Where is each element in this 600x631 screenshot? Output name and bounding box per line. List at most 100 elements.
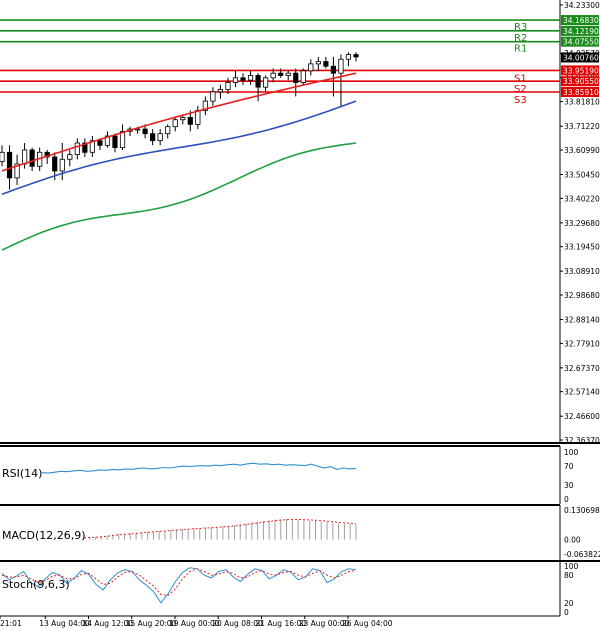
price-badge-label: 33.90550 (563, 77, 599, 86)
stoch-tick-label: 80 (564, 571, 574, 580)
macd-tick-label: -0.063822 (564, 550, 600, 559)
price-tick-label: 34.23300 (564, 1, 600, 10)
price-tick-label: 32.77910 (564, 339, 600, 348)
candle-body (14, 163, 20, 179)
x-tick-label: 20 Aug 08:00 (212, 619, 263, 628)
price-badge (561, 25, 599, 36)
candle-body (308, 63, 314, 72)
candle-body (300, 70, 306, 83)
level-label-r1: R1 (514, 44, 527, 55)
candle-body (187, 116, 193, 125)
candle-body (59, 158, 65, 172)
candle-body (217, 89, 224, 93)
candle-body (240, 77, 246, 81)
candle-body (338, 58, 344, 74)
x-tick-label: 26 Aug 04:00 (342, 619, 393, 628)
macd-panel: 0.130698 0.00 -0.063822 (0, 504, 600, 562)
price-tick-label: 33.29680 (564, 219, 600, 228)
price-badge-label: 34.12190 (563, 27, 599, 36)
price-badge (561, 36, 599, 47)
candle-body (315, 61, 321, 65)
candle-body (104, 135, 111, 146)
candle-body (232, 77, 239, 83)
candle-body (210, 91, 216, 102)
stoch-d-line (1, 568, 357, 596)
level-label-s3: S3 (514, 95, 527, 106)
candle-body (180, 116, 186, 121)
x-tick-label: 14 Aug 12:00 (83, 619, 134, 628)
candle-body (278, 72, 284, 76)
candle-body (263, 77, 269, 88)
x-tick-label: 13 Aug 04:00 (39, 619, 90, 628)
x-tick-label: 23 Aug 00:00 (299, 619, 350, 628)
stoch-k-line (1, 567, 357, 604)
candle-body (142, 128, 148, 135)
candle-body (134, 128, 141, 131)
macd-signal-line (83, 518, 357, 539)
candle-body (6, 151, 13, 179)
candle-body (345, 54, 352, 60)
price-tick-label: 32.57140 (564, 388, 600, 397)
stoch-tick-label: 0 (564, 608, 569, 617)
level-label-s2: S2 (514, 84, 527, 95)
rsi-tick-label: 70 (564, 462, 574, 471)
candle-body (157, 133, 163, 142)
x-tick-label: 21 Aug 16:00 (256, 619, 307, 628)
rsi-tick-label: 30 (564, 481, 574, 490)
candle-body (353, 54, 359, 58)
moving-average-line (1, 72, 357, 172)
candle-body (0, 151, 5, 163)
candle-body (29, 149, 35, 167)
stoch-tick-label: 100 (564, 562, 579, 571)
price-badge-label: 34.16830 (563, 16, 599, 25)
rsi-label: RSI(14) (2, 467, 42, 480)
candle-body (330, 65, 337, 74)
candle-body (52, 156, 58, 172)
candle-body (247, 75, 254, 81)
candle-body (225, 82, 231, 90)
macd-label: MACD(12,26,9) (2, 529, 86, 542)
x-tick-label: 21:01 (0, 619, 22, 628)
candle-body (285, 72, 291, 76)
moving-average-line (1, 142, 357, 251)
price-tick-label: 32.36370 (564, 436, 600, 445)
candle-body (150, 133, 156, 142)
candle-body (202, 100, 208, 111)
candle-body (82, 142, 88, 153)
candle-body (293, 72, 299, 83)
macd-tick-label: 0.130698 (564, 506, 600, 515)
rsi-tick-label: 100 (564, 448, 579, 457)
price-tick-label: 32.88140 (564, 316, 600, 325)
candle-body (74, 142, 80, 156)
stoch-label: Stoch(9,6,3) (2, 578, 70, 591)
candle-body (255, 75, 261, 88)
price-badge-label: 33.95190 (563, 66, 599, 75)
candle-body (89, 140, 95, 153)
stoch-tick-label: 20 (564, 599, 574, 608)
price-badge-label: 33.85910 (563, 88, 599, 97)
price-badge (561, 76, 599, 87)
price-tick-label: 33.08910 (564, 267, 600, 276)
candle-body (97, 140, 103, 146)
price-badge (561, 52, 599, 63)
candle-body (112, 135, 118, 149)
macd-tick-label: 0.00 (564, 536, 581, 545)
price-tick-label: 33.81810 (564, 98, 600, 107)
candle-body (165, 126, 171, 135)
rsi-panel: 100 70 30 0 (0, 445, 579, 504)
rsi-tick-label: 0 (564, 495, 569, 504)
level-label-r3: R3 (514, 22, 527, 33)
candle-body (195, 110, 201, 125)
price-tick-label: 32.98680 (564, 291, 600, 300)
moving-average-line (1, 100, 357, 195)
candle-body (172, 119, 178, 128)
price-tick-label: 33.71220 (564, 122, 600, 131)
price-badge-label: 34.07550 (563, 38, 599, 47)
candle-body (323, 61, 329, 67)
level-label-r2: R2 (514, 33, 527, 44)
rsi-line (41, 462, 357, 474)
candle-body (119, 130, 126, 149)
price-badge (561, 15, 599, 26)
